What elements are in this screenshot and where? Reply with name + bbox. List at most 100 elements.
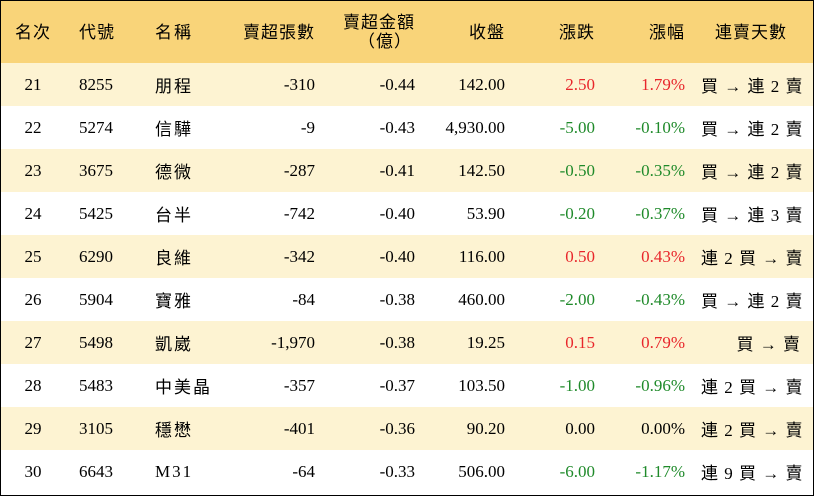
cell-net-sell-lots: -1,970 [271, 332, 315, 352]
cell-name[interactable]: 德微 [155, 163, 193, 182]
table-row[interactable]: 30 6643 M31 -64 -0.33 506.00 -6.00 -1.17… [1, 450, 813, 493]
cell-close: 116.00 [458, 246, 505, 266]
cell-code[interactable]: 6290 [79, 246, 113, 266]
cell-change-pct: 1.79% [641, 74, 685, 94]
cell-rank: 27 [24, 332, 42, 352]
cell-code[interactable]: 5498 [79, 332, 113, 352]
table-row[interactable]: 24 5425 台半 -742 -0.40 53.90 -0.20 -0.37%… [1, 192, 813, 235]
cell-streak: 買 → 連 2 賣 [701, 163, 804, 182]
cell-change-pct: 0.79% [641, 332, 685, 352]
cell-streak: 連 2 買 → 賣 [701, 421, 804, 440]
cell-change-pct: -0.35% [635, 160, 685, 180]
cell-net-sell-amount: -0.41 [379, 160, 415, 180]
table-row[interactable]: 29 3105 穩懋 -401 -0.36 90.20 0.00 0.00% 連… [1, 407, 813, 450]
table-row[interactable]: 27 5498 凱崴 -1,970 -0.38 19.25 0.15 0.79%… [1, 321, 813, 364]
cell-streak: 買 → 連 2 賣 [701, 120, 804, 139]
cell-change: -2.00 [559, 289, 595, 309]
table-row[interactable]: 28 5483 中美晶 -357 -0.37 103.50 -1.00 -0.9… [1, 364, 813, 407]
table-row[interactable]: 21 8255 朋程 -310 -0.44 142.00 2.50 1.79% … [1, 63, 813, 106]
table-row[interactable]: 26 5904 寶雅 -84 -0.38 460.00 -2.00 -0.43%… [1, 278, 813, 321]
table-row[interactable]: 23 3675 德微 -287 -0.41 142.50 -0.50 -0.35… [1, 149, 813, 192]
table-header-row: 名次 代號 名稱 賣超張數 賣超金額 （億） 收盤 漲跌 漲幅 連賣天數 [1, 1, 813, 63]
cell-rank: 25 [24, 246, 42, 266]
cell-change: -1.00 [559, 375, 595, 395]
cell-change: -0.50 [559, 160, 595, 180]
cell-net-sell-amount: -0.38 [379, 289, 415, 309]
cell-name[interactable]: 凱崴 [155, 335, 193, 354]
cell-close: 19.25 [466, 332, 505, 352]
cell-streak: 連 2 買 → 賣 [701, 378, 804, 397]
cell-close: 460.00 [458, 289, 505, 309]
header-change[interactable]: 漲跌 [559, 22, 595, 42]
cell-close: 53.90 [466, 203, 505, 223]
cell-change: -6.00 [559, 461, 595, 481]
header-net-sell-amount-line1: 賣超金額 [343, 13, 415, 32]
cell-name[interactable]: 穩懋 [155, 421, 193, 440]
cell-net-sell-amount: -0.36 [379, 418, 415, 438]
cell-name[interactable]: 良維 [155, 249, 193, 268]
cell-net-sell-amount: -0.40 [379, 246, 415, 266]
cell-net-sell-amount: -0.37 [379, 375, 415, 395]
cell-streak: 買 → 連 2 賣 [701, 77, 804, 96]
cell-net-sell-lots: -84 [292, 289, 315, 309]
cell-rank: 26 [24, 289, 42, 309]
cell-code[interactable]: 3105 [79, 418, 113, 438]
cell-net-sell-lots: -401 [283, 418, 315, 438]
cell-close: 103.50 [458, 375, 505, 395]
cell-name[interactable]: M31 [155, 461, 194, 481]
cell-change-pct: -0.43% [635, 289, 685, 309]
table-row[interactable]: 25 6290 良維 -342 -0.40 116.00 0.50 0.43% … [1, 235, 813, 278]
cell-net-sell-lots: -742 [283, 203, 315, 223]
cell-change: -5.00 [559, 117, 595, 137]
cell-close: 506.00 [458, 461, 505, 481]
header-streak[interactable]: 連賣天數 [715, 22, 787, 42]
cell-rank: 23 [24, 160, 42, 180]
cell-rank: 24 [24, 203, 42, 223]
cell-change-pct: 0.00% [641, 418, 685, 438]
header-close[interactable]: 收盤 [469, 22, 505, 42]
header-net-sell-lots[interactable]: 賣超張數 [243, 22, 315, 42]
cell-net-sell-lots: -357 [283, 375, 315, 395]
cell-change-pct: -0.10% [635, 117, 685, 137]
cell-change: 2.50 [565, 74, 595, 94]
cell-streak: 連 9 買 → 賣 [701, 464, 804, 483]
cell-close: 4,930.00 [445, 117, 506, 137]
cell-code[interactable]: 5483 [79, 375, 113, 395]
cell-code[interactable]: 5425 [79, 203, 113, 223]
cell-rank: 21 [24, 74, 42, 94]
cell-code[interactable]: 8255 [79, 74, 113, 94]
cell-name[interactable]: 台半 [155, 206, 193, 225]
cell-code[interactable]: 5904 [79, 289, 113, 309]
cell-streak: 連 2 買 → 賣 [701, 249, 804, 268]
cell-net-sell-amount: -0.33 [379, 461, 415, 481]
cell-change-pct: -1.17% [635, 461, 685, 481]
cell-code[interactable]: 3675 [79, 160, 113, 180]
header-net-sell-amount-line2: （億） [358, 32, 412, 51]
cell-close: 142.50 [458, 160, 505, 180]
cell-name[interactable]: 信驊 [155, 120, 193, 139]
header-code[interactable]: 代號 [79, 22, 115, 42]
header-net-sell-amount[interactable]: 賣超金額 （億） [323, 1, 423, 63]
cell-net-sell-lots: -287 [283, 160, 315, 180]
cell-name[interactable]: 朋程 [155, 77, 193, 96]
cell-net-sell-amount: -0.44 [379, 74, 415, 94]
cell-streak: 買 → 連 3 賣 [701, 206, 804, 225]
table-row[interactable]: 22 5274 信驊 -9 -0.43 4,930.00 -5.00 -0.10… [1, 106, 813, 149]
header-rank[interactable]: 名次 [15, 22, 51, 42]
header-change-pct[interactable]: 漲幅 [649, 22, 685, 42]
cell-net-sell-lots: -342 [283, 246, 315, 266]
header-name[interactable]: 名稱 [155, 22, 193, 42]
cell-change-pct: -0.96% [635, 375, 685, 395]
cell-change-pct: -0.37% [635, 203, 685, 223]
cell-net-sell-lots: -310 [283, 74, 315, 94]
cell-rank: 30 [24, 461, 42, 481]
cell-code[interactable]: 6643 [79, 461, 113, 481]
cell-rank: 22 [24, 117, 42, 137]
table-body: 21 8255 朋程 -310 -0.44 142.00 2.50 1.79% … [1, 63, 813, 493]
cell-name[interactable]: 中美晶 [155, 378, 212, 397]
cell-code[interactable]: 5274 [79, 117, 113, 137]
cell-name[interactable]: 寶雅 [155, 292, 193, 311]
cell-change: 0.50 [565, 246, 595, 266]
